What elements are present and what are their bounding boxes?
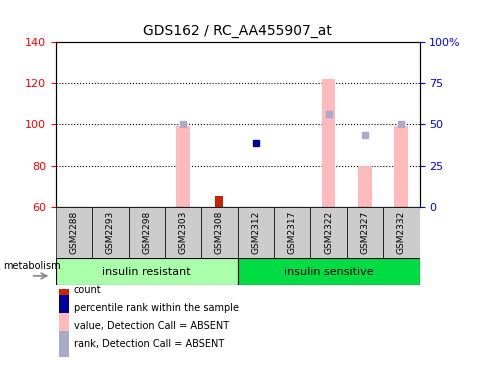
Bar	[237, 258, 419, 285]
Text: GSM2322: GSM2322	[323, 211, 333, 254]
Bar	[176, 127, 190, 207]
Title: GDS162 / RC_AA455907_at: GDS162 / RC_AA455907_at	[143, 24, 332, 38]
Text: GSM2308: GSM2308	[214, 211, 224, 254]
Text: percentile rank within the sample: percentile rank within the sample	[74, 303, 239, 313]
Bar	[165, 207, 201, 258]
Bar	[92, 207, 128, 258]
Text: GSM2332: GSM2332	[396, 211, 405, 254]
Bar	[273, 207, 310, 258]
Text: GSM2288: GSM2288	[69, 211, 78, 254]
Text: GSM2327: GSM2327	[360, 211, 369, 254]
Bar	[56, 258, 237, 285]
Text: GSM2293: GSM2293	[106, 211, 115, 254]
Bar	[237, 207, 273, 258]
Text: GSM2303: GSM2303	[178, 211, 187, 254]
Bar	[310, 207, 346, 258]
Bar	[393, 127, 408, 207]
Bar	[201, 207, 237, 258]
Text: insulin resistant: insulin resistant	[102, 267, 191, 277]
Bar	[346, 207, 382, 258]
Text: count: count	[74, 284, 101, 295]
Text: insulin sensitive: insulin sensitive	[283, 267, 373, 277]
Bar	[357, 165, 371, 207]
Bar	[59, 313, 68, 339]
Text: GSM2312: GSM2312	[251, 211, 260, 254]
Text: rank, Detection Call = ABSENT: rank, Detection Call = ABSENT	[74, 339, 224, 350]
Text: metabolism: metabolism	[3, 261, 60, 271]
Bar	[128, 207, 165, 258]
Bar	[59, 331, 68, 357]
Bar	[59, 295, 68, 320]
Bar	[215, 197, 223, 207]
Text: GSM2317: GSM2317	[287, 211, 296, 254]
Bar	[382, 207, 419, 258]
Bar	[321, 79, 335, 207]
Text: GSM2298: GSM2298	[142, 211, 151, 254]
Bar	[56, 207, 92, 258]
Text: value, Detection Call = ABSENT: value, Detection Call = ABSENT	[74, 321, 228, 331]
Bar	[59, 276, 68, 302]
